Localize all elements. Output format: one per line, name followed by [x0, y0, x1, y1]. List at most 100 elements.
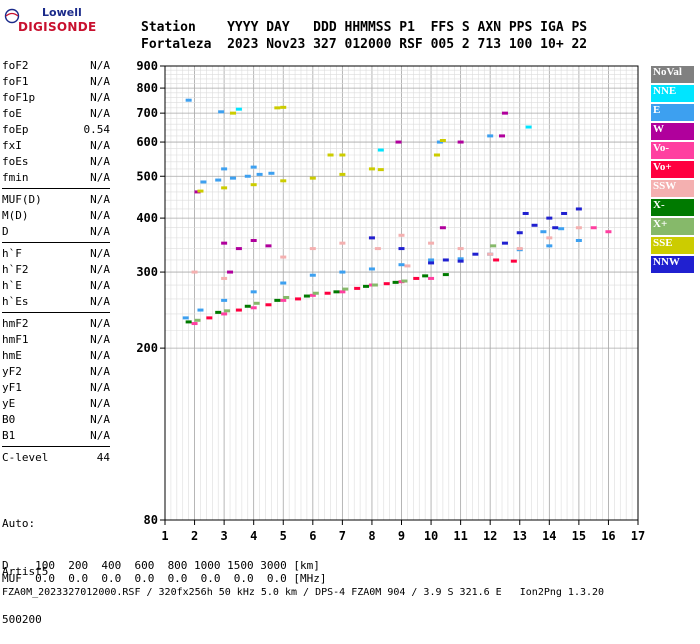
param-name: yF2 [2, 365, 22, 378]
data-point-w [235, 247, 242, 251]
data-point-e [197, 308, 204, 312]
data-point-nne [235, 107, 242, 111]
param-name: fxI [2, 139, 22, 152]
param-value: N/A [90, 155, 110, 168]
data-point-nnw [442, 258, 449, 262]
param-value: N/A [90, 193, 110, 206]
data-point-e [256, 172, 263, 176]
data-point-sse [280, 105, 287, 109]
param-row-fof1p: foF1p N/A [2, 90, 110, 106]
data-point-x [283, 295, 290, 299]
data-point-e [457, 257, 464, 261]
data-point-vo [280, 298, 287, 302]
parameter-panel: foF2 N/A foF1 N/A foF1p N/A foE N/A foEp 0.54 fxI N… [2, 58, 110, 466]
data-point-sse [274, 106, 281, 110]
data-point-vo [191, 322, 198, 326]
param-name: D [2, 225, 9, 238]
param-row-hes: h`Es N/A [2, 294, 110, 310]
param-name: yF1 [2, 381, 22, 394]
x-tick-label: 1 [161, 529, 168, 543]
y-tick-label: 900 [136, 59, 158, 73]
data-point-e [487, 134, 494, 138]
data-point-e [221, 298, 228, 302]
param-name: yE [2, 397, 16, 410]
data-point-e [558, 227, 565, 231]
data-point-sse [250, 183, 257, 187]
param-row-hmf2: hmF2 N/A [2, 316, 110, 332]
data-point-ssw [339, 241, 346, 245]
data-point-ssw [457, 247, 464, 251]
data-point-sse [309, 176, 316, 180]
data-point-e [309, 273, 316, 277]
data-point-x [490, 244, 497, 248]
data-point-nnw [561, 211, 568, 215]
footer-muf-row: MUF 0.0 0.0 0.0 0.0 0.0 0.0 0.0 0.0 [MHz… [2, 572, 327, 585]
param-name: h`E [2, 279, 22, 292]
data-point-e [280, 281, 287, 285]
data-point-e [215, 178, 222, 182]
param-name: hmF2 [2, 317, 29, 330]
data-point-nnw [516, 231, 523, 235]
y-tick-label: 80 [144, 513, 158, 527]
data-point-vo [383, 282, 390, 286]
param-row-clevel: C-level 44 [2, 450, 110, 466]
legend-item-nne: NNE [651, 85, 694, 102]
data-point-nnw [531, 223, 538, 227]
data-point-w [439, 226, 446, 230]
data-point-ssw [221, 276, 228, 280]
data-point-vo [221, 312, 228, 316]
data-point-x [342, 287, 349, 291]
y-tick-label: 500 [136, 169, 158, 183]
y-tick-label: 300 [136, 265, 158, 279]
param-value: N/A [90, 295, 110, 308]
data-point-ssw [404, 264, 411, 268]
x-tick-label: 9 [398, 529, 405, 543]
param-row-md: M(D) N/A [2, 208, 110, 224]
param-name: hmF1 [2, 333, 29, 346]
auto-label: Auto: [2, 517, 36, 530]
data-point-sse [433, 153, 440, 157]
data-point-ssw [191, 270, 198, 274]
param-group-4: hmF2 N/A hmF1 N/A hmE N/A yF2 N/A yF1 N/A yE N/A B0 N… [2, 316, 110, 444]
y-tick-label: 400 [136, 211, 158, 225]
data-point-sse [197, 189, 204, 193]
param-value: N/A [90, 59, 110, 72]
data-point-vo [309, 293, 316, 297]
data-point-e [218, 110, 225, 114]
param-row-foep: foEp 0.54 [2, 122, 110, 138]
data-point-vo [354, 286, 361, 290]
legend-item-e: E [651, 104, 694, 121]
data-point-x [333, 290, 340, 294]
data-point-e [185, 98, 192, 102]
data-point-e [546, 244, 553, 248]
x-tick-label: 17 [631, 529, 645, 543]
param-name: fmin [2, 171, 29, 184]
logo-line2: DIGISONDE [18, 20, 97, 34]
data-point-x [401, 279, 408, 283]
data-point-ssw [398, 233, 405, 237]
data-point-vo [590, 226, 597, 230]
data-point-x [185, 320, 192, 324]
legend-item-ssw: SSW [651, 180, 694, 197]
auto-artist-version: Artist5 [2, 565, 49, 578]
data-point-sse [439, 138, 446, 142]
data-point-w [499, 134, 506, 138]
param-value: N/A [90, 263, 110, 276]
param-value: 0.54 [83, 123, 111, 136]
data-point-x [244, 304, 251, 308]
param-value: N/A [90, 381, 110, 394]
param-value: N/A [90, 139, 110, 152]
param-value: 44 [96, 451, 110, 464]
data-point-x [194, 318, 201, 322]
param-row-foe: foE N/A [2, 106, 110, 122]
footer-file-info: FZA0M_2023327012000.RSF / 320fx256h 50 k… [2, 587, 605, 598]
ionogram-chart: 1 2 3 4 5 6 7 8 9 10 11 12 13 14 15 16 17802003004005006… [136, 59, 645, 543]
legend-item-x: X+ [651, 218, 694, 235]
data-point-e [182, 316, 189, 320]
param-row-hf2: h`F2 N/A [2, 262, 110, 278]
data-point-e [339, 270, 346, 274]
data-point-sse [339, 172, 346, 176]
x-tick-label: 2 [191, 529, 198, 543]
param-divider [2, 188, 110, 189]
data-point-sse [368, 167, 375, 171]
